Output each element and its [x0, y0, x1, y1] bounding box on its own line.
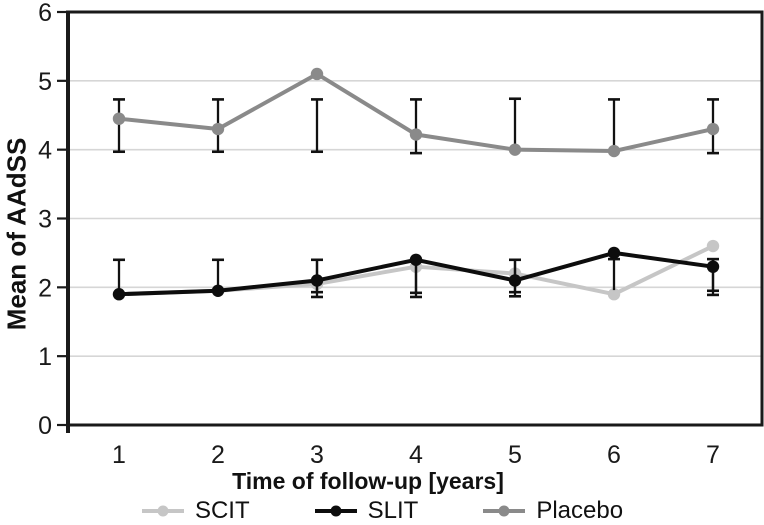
y-axis-title: Mean of AAdSS: [1, 137, 32, 331]
svg-text:2: 2: [38, 274, 52, 302]
legend-label-scit: SCIT: [194, 497, 250, 524]
svg-text:0: 0: [38, 412, 52, 440]
scit-line-marker-icon: [141, 505, 184, 517]
chart-legend: SCIT SLIT Placebo: [0, 497, 764, 525]
svg-text:5: 5: [508, 441, 522, 469]
slit-line-marker-icon: [314, 505, 357, 517]
svg-text:3: 3: [310, 441, 324, 469]
x-axis-title: Time of follow-up [years]: [232, 468, 504, 494]
svg-text:6: 6: [38, 0, 52, 27]
legend-item-slit: SLIT: [314, 497, 419, 525]
svg-text:1: 1: [112, 441, 126, 469]
legend-item-scit: SCIT: [141, 497, 250, 525]
svg-text:3: 3: [38, 206, 52, 234]
legend-label-slit: SLIT: [367, 497, 419, 524]
svg-text:4: 4: [38, 137, 52, 165]
svg-text:7: 7: [706, 441, 720, 469]
legend-item-placebo: Placebo: [482, 497, 623, 525]
svg-text:2: 2: [211, 441, 225, 469]
svg-text:6: 6: [607, 441, 621, 469]
svg-text:4: 4: [409, 441, 423, 469]
svg-text:1: 1: [38, 343, 52, 371]
placebo-line-marker-icon: [483, 505, 526, 517]
legend-label-placebo: Placebo: [536, 497, 624, 524]
svg-text:5: 5: [38, 68, 52, 96]
